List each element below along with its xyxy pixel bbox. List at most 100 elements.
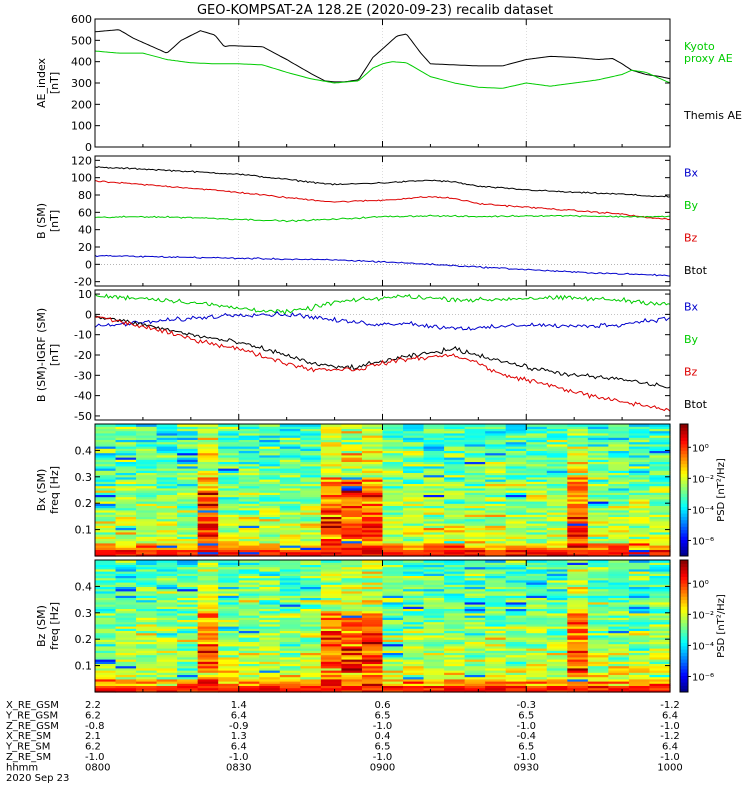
spectrogram-cell <box>341 676 363 680</box>
spectrogram-cell <box>361 483 384 487</box>
spectrogram-cell <box>423 463 445 467</box>
spectrogram-cell <box>587 599 609 603</box>
spectrogram-cell <box>259 448 281 451</box>
spectrogram-cell <box>423 621 445 625</box>
spectrogram-cell <box>526 670 548 673</box>
spectrogram-cell <box>177 492 199 495</box>
spectrogram-cell <box>300 485 322 489</box>
spectrogram-cell <box>587 568 609 572</box>
spectrogram-cell <box>259 538 281 542</box>
spectrogram-cell <box>526 626 548 629</box>
spectrogram-cell <box>505 446 527 449</box>
spectrogram-cell <box>156 503 178 506</box>
spectrogram-cell <box>526 588 548 592</box>
colorbar-band <box>680 486 688 491</box>
spectrogram-cell <box>279 536 301 539</box>
spectrogram-cell <box>320 573 343 576</box>
spectrogram-cell <box>649 529 671 533</box>
spectrogram-cell <box>546 487 568 491</box>
spectrogram-cell <box>361 619 384 623</box>
spectrogram-cell <box>95 674 117 678</box>
spectrogram-cell <box>587 518 609 522</box>
spectrogram-cell <box>526 553 548 557</box>
spectrogram-cell <box>526 496 548 500</box>
spectrogram-cell <box>341 652 363 656</box>
spectrogram-cell <box>361 472 384 476</box>
spectrogram-cell <box>464 586 486 590</box>
spectrogram-cell <box>649 681 671 684</box>
spectrogram-cell <box>423 582 445 585</box>
spectrogram-cell <box>218 441 240 445</box>
spectrogram-cell <box>156 494 178 498</box>
spectrogram-cell <box>177 610 199 614</box>
spectrogram-cell <box>341 630 363 634</box>
spectrogram-cell <box>197 588 219 592</box>
spectrogram-cell <box>300 459 322 462</box>
spectrogram-cell <box>259 586 281 590</box>
spectrogram-cell <box>464 637 486 640</box>
spectrogram-cell <box>279 612 301 616</box>
spectrogram-cell <box>341 520 363 524</box>
spectrogram-cell <box>197 663 219 667</box>
spectrogram-cell <box>361 661 384 664</box>
spectrogram-cell <box>238 575 260 579</box>
spectrogram-cell <box>361 461 384 465</box>
spectrogram-cell <box>279 595 301 598</box>
spectrogram-cell <box>115 540 137 544</box>
spectrogram-cell <box>608 564 630 568</box>
spectrogram-cell <box>485 503 507 506</box>
spectrogram-cell <box>341 465 363 469</box>
spectrogram-cell <box>444 573 466 576</box>
spectrogram-cell <box>444 615 466 618</box>
spectrogram-cell <box>423 562 445 565</box>
spectrogram-cell <box>177 450 199 454</box>
spectrogram-cell <box>608 441 630 445</box>
spectrogram-cell <box>238 637 260 640</box>
spectrogram-cell <box>136 689 158 693</box>
spectrogram-cell <box>259 681 281 684</box>
spectrogram-cell <box>587 536 609 539</box>
spectrogram-cell <box>136 630 158 634</box>
spectrogram-cell <box>177 443 199 447</box>
spectrogram-cell <box>567 623 589 627</box>
spectrogram-cell <box>464 443 486 447</box>
spectrogram-cell <box>526 579 548 583</box>
spectrogram-cell <box>238 689 260 693</box>
spectrogram-cell <box>423 619 445 623</box>
spectrogram-cell <box>382 621 404 625</box>
spectrogram-cell <box>403 448 425 451</box>
spectrogram-cell <box>526 432 548 436</box>
spectrogram-cell <box>649 457 671 460</box>
spectrogram-cell <box>608 547 630 550</box>
spectrogram-cell <box>567 432 589 436</box>
spectrogram-cell <box>218 687 240 691</box>
colorbar-band <box>680 612 688 617</box>
spectrogram-cell <box>238 446 260 449</box>
colorbar-band <box>680 599 688 604</box>
spectrogram-cell <box>361 479 384 482</box>
spectrogram-cell <box>320 529 343 533</box>
spectrogram-cell <box>403 634 425 638</box>
spectrogram-cell <box>95 481 117 484</box>
spectrogram-cell <box>382 461 404 465</box>
spectrogram-cell <box>341 659 363 662</box>
spectrogram-cell <box>279 661 301 664</box>
spectrogram-cell <box>423 685 445 689</box>
spectrogram-cell <box>115 479 137 482</box>
spectrogram-cell <box>320 615 343 618</box>
spectrogram-cell <box>115 505 137 509</box>
spectrogram-cell <box>136 474 158 478</box>
spectrogram-cell <box>341 606 363 609</box>
spectrogram-cell <box>526 507 548 511</box>
spectrogram-cell <box>444 617 466 620</box>
spectrogram-cell <box>485 562 507 565</box>
spectrogram-cell <box>423 637 445 640</box>
spectrogram-cell <box>608 542 630 546</box>
spectrogram-cell <box>464 472 486 476</box>
spectrogram-cell <box>526 573 548 576</box>
spectrogram-cell <box>115 597 137 601</box>
spectrogram-cell <box>177 448 199 451</box>
panel-frame <box>94 289 671 421</box>
spectrogram-cell <box>567 626 589 629</box>
spectrogram-cell <box>567 457 589 460</box>
